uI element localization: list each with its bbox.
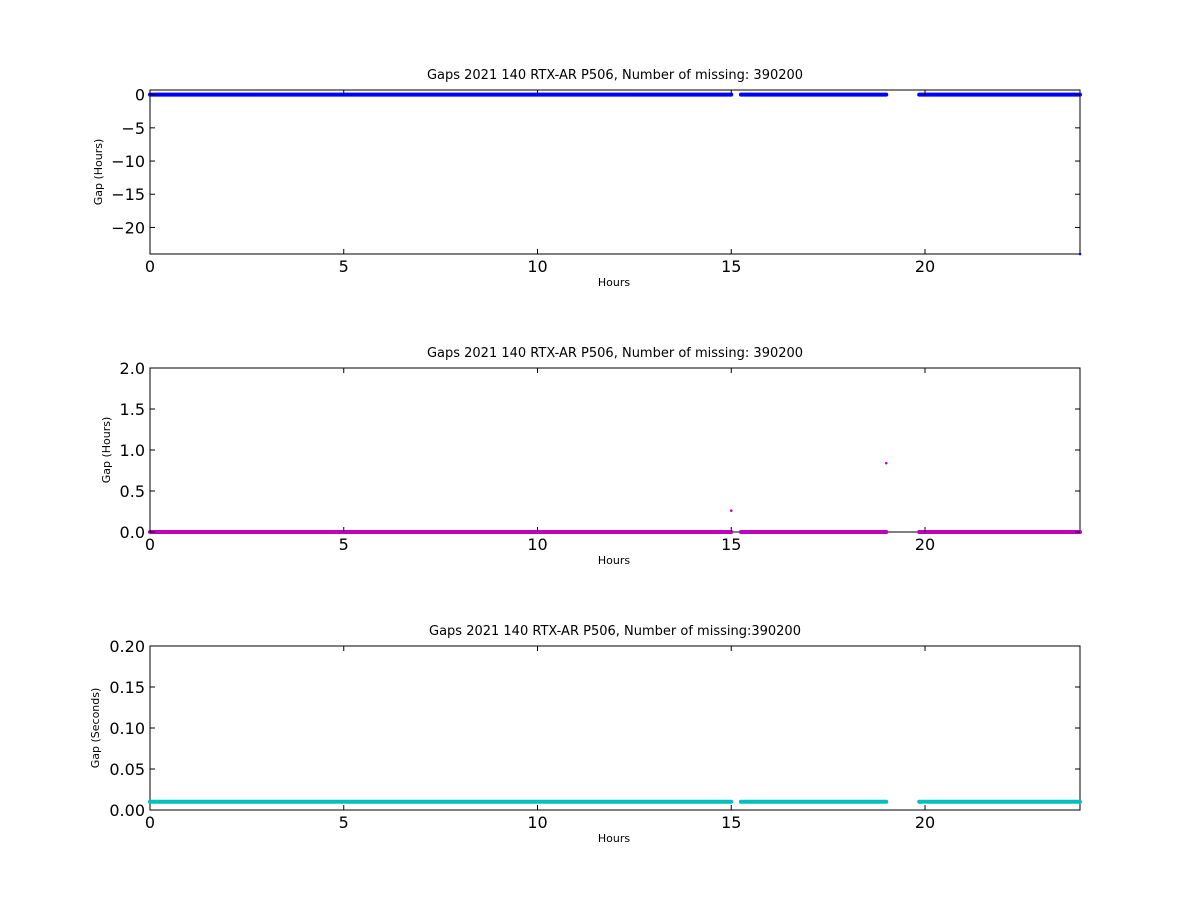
data-point <box>1078 252 1082 256</box>
y-tick-label: 1.5 <box>120 400 145 419</box>
x-tick-label: 20 <box>915 535 935 554</box>
data-point <box>884 461 888 465</box>
y-tick-label: 0.10 <box>109 719 145 738</box>
x-axis-label: Hours <box>598 276 630 289</box>
series-marks <box>148 92 1082 256</box>
y-tick-label: 0.0 <box>120 523 145 542</box>
axis-ticks: 0 5 10 15 20 0.00 0.05 0.10 0.15 0.20 <box>109 637 1080 832</box>
x-tick-label: 10 <box>527 535 547 554</box>
axis-ticks: 0 5 10 15 20 0 −5 −10 −15 −20 <box>111 86 1080 276</box>
y-tick-label: 2.0 <box>120 359 145 378</box>
x-tick-label: 15 <box>721 813 741 832</box>
chart-title: Gaps 2021 140 RTX-AR P506, Number of mis… <box>427 68 803 83</box>
x-tick-label: 20 <box>915 257 935 276</box>
x-tick-label: 0 <box>145 535 155 554</box>
x-tick-label: 5 <box>339 813 349 832</box>
plot-frame <box>149 645 1081 811</box>
y-tick-label: 0.20 <box>109 637 145 656</box>
x-tick-label: 5 <box>339 535 349 554</box>
y-tick-label: −5 <box>121 119 145 138</box>
y-axis-label: Gap (Hours) <box>100 417 113 484</box>
data-point <box>729 509 733 512</box>
x-tick-label: 15 <box>721 535 741 554</box>
y-tick-label: 0.05 <box>109 760 145 779</box>
y-tick-label: 0 <box>135 86 145 105</box>
y-axis-label: Gap (Seconds) <box>89 688 102 769</box>
chart-title: Gaps 2021 140 RTX-AR P506, Number of mis… <box>427 346 803 361</box>
panel-bottom: Gaps 2021 140 RTX-AR P506, Number of mis… <box>89 624 1082 845</box>
y-tick-label: 0.5 <box>120 482 145 501</box>
panel-middle: Gaps 2021 140 RTX-AR P506, Number of mis… <box>100 346 1082 567</box>
x-tick-label: 10 <box>527 257 547 276</box>
y-tick-label: 0.15 <box>109 678 145 697</box>
axis-ticks: 0 5 10 15 20 0.0 0.5 1.0 1.5 2.0 <box>120 359 1080 554</box>
x-axis-label: Hours <box>598 832 630 845</box>
chart-title: Gaps 2021 140 RTX-AR P506, Number of mis… <box>429 624 801 639</box>
x-axis-label: Hours <box>598 554 630 567</box>
plot-frame <box>149 367 1081 533</box>
y-tick-label: −20 <box>111 218 145 237</box>
series-marks <box>148 461 1082 534</box>
x-tick-label: 20 <box>915 813 935 832</box>
x-tick-label: 5 <box>339 257 349 276</box>
y-tick-label: 1.0 <box>120 441 145 460</box>
y-axis-label: Gap (Hours) <box>92 139 105 206</box>
plot-frame <box>149 89 1081 255</box>
x-tick-label: 15 <box>721 257 741 276</box>
x-tick-label: 0 <box>145 257 155 276</box>
y-tick-label: −15 <box>111 185 145 204</box>
y-tick-label: −10 <box>111 152 145 171</box>
x-tick-label: 10 <box>527 813 547 832</box>
y-tick-label: 0.00 <box>109 801 145 820</box>
x-tick-label: 0 <box>145 813 155 832</box>
panel-top: Gaps 2021 140 RTX-AR P506, Number of mis… <box>92 68 1082 289</box>
